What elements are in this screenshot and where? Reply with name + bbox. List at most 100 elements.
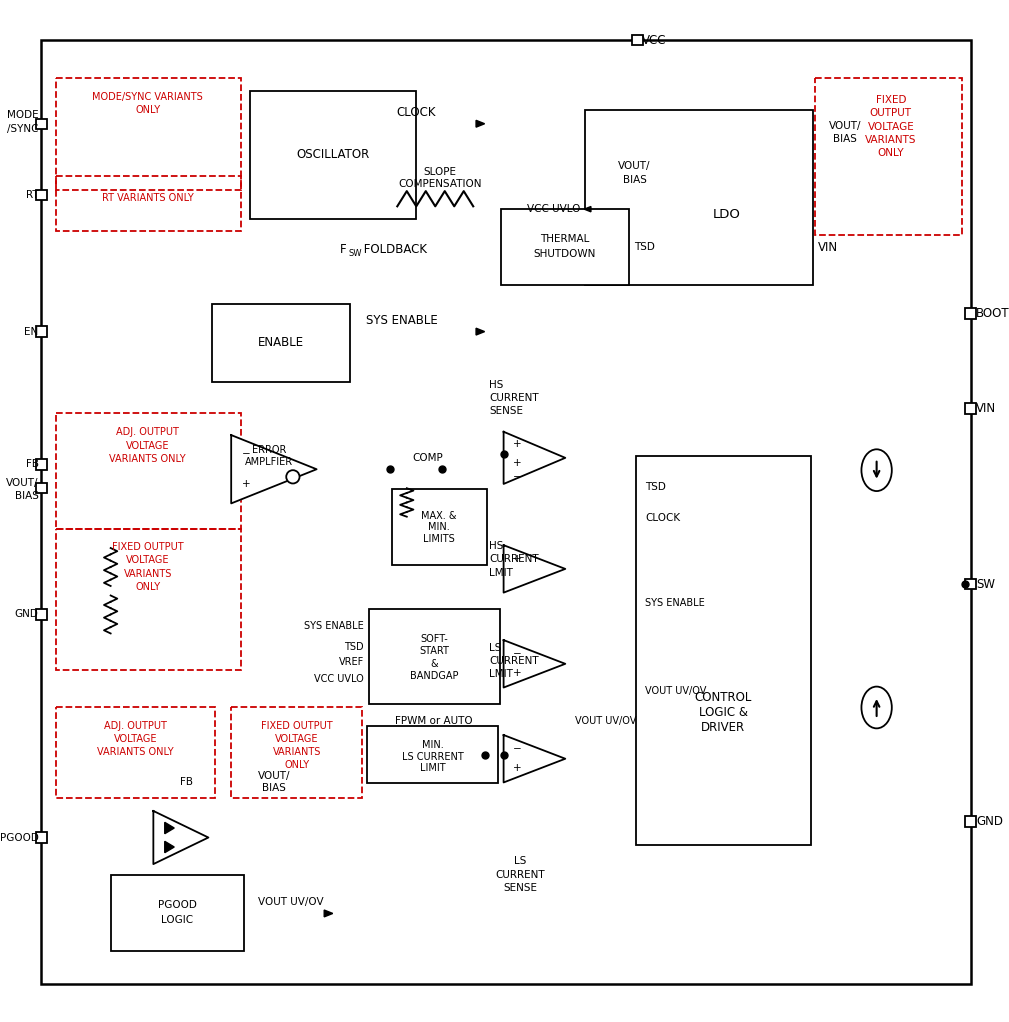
Text: BIAS: BIAS xyxy=(262,783,286,793)
Text: +: + xyxy=(513,668,522,679)
Text: VOUT/: VOUT/ xyxy=(619,161,651,172)
Bar xyxy=(367,727,497,784)
Bar xyxy=(250,91,417,219)
Polygon shape xyxy=(584,206,591,212)
Ellipse shape xyxy=(862,450,892,491)
Text: CURRENT: CURRENT xyxy=(489,393,539,403)
Text: VARIANTS: VARIANTS xyxy=(123,568,172,578)
Text: VOLTAGE: VOLTAGE xyxy=(868,122,914,132)
Text: LS: LS xyxy=(489,643,501,653)
Text: +: + xyxy=(513,438,522,449)
Text: +: + xyxy=(513,554,522,564)
Text: /SYNC: /SYNC xyxy=(7,125,38,135)
Text: VOUT/: VOUT/ xyxy=(829,121,862,131)
Text: MAX. &: MAX. & xyxy=(422,511,457,521)
Text: FOLDBACK: FOLDBACK xyxy=(360,242,427,256)
Polygon shape xyxy=(164,823,175,834)
Text: PGOOD: PGOOD xyxy=(157,900,197,910)
Text: MIN.: MIN. xyxy=(422,741,443,750)
Polygon shape xyxy=(503,431,565,484)
Text: TSD: TSD xyxy=(344,642,364,652)
Bar xyxy=(966,309,976,319)
Text: VOUT UV/OV: VOUT UV/OV xyxy=(575,715,637,726)
Text: VOLTAGE: VOLTAGE xyxy=(114,734,157,744)
Text: VOUT UV/OV: VOUT UV/OV xyxy=(258,897,324,908)
Bar xyxy=(966,404,976,414)
Bar xyxy=(55,176,241,231)
Text: VCC: VCC xyxy=(642,34,667,47)
Bar xyxy=(55,413,241,529)
Text: VARIANTS ONLY: VARIANTS ONLY xyxy=(97,747,174,757)
Text: CURRENT: CURRENT xyxy=(489,554,539,564)
Text: AMPLFIER: AMPLFIER xyxy=(245,457,294,467)
Bar xyxy=(36,119,46,129)
Text: SENSE: SENSE xyxy=(503,883,538,893)
Text: ERROR: ERROR xyxy=(252,446,287,455)
Text: OSCILLATOR: OSCILLATOR xyxy=(297,148,370,161)
Text: SW: SW xyxy=(977,577,995,591)
Text: LMIT: LMIT xyxy=(489,669,514,680)
Text: ONLY: ONLY xyxy=(135,105,160,115)
Bar xyxy=(36,483,46,494)
Bar xyxy=(966,817,976,827)
Bar xyxy=(391,490,486,565)
Text: LDO: LDO xyxy=(712,208,741,222)
Text: −: − xyxy=(242,449,251,459)
Text: MIN.: MIN. xyxy=(428,522,450,532)
Text: ENABLE: ENABLE xyxy=(258,336,304,350)
Text: DRIVER: DRIVER xyxy=(701,722,746,734)
Text: LMIT: LMIT xyxy=(489,567,514,577)
Text: LIMIT: LIMIT xyxy=(420,763,445,774)
Text: RT VARIANTS ONLY: RT VARIANTS ONLY xyxy=(102,193,194,202)
Text: VCC UVLO: VCC UVLO xyxy=(527,204,580,215)
Text: FIXED OUTPUT: FIXED OUTPUT xyxy=(261,721,333,731)
Text: VARIANTS ONLY: VARIANTS ONLY xyxy=(109,454,186,464)
Text: VOUT/: VOUT/ xyxy=(257,771,291,781)
Text: BANDGAP: BANDGAP xyxy=(410,671,458,681)
Bar xyxy=(212,305,350,382)
Circle shape xyxy=(287,470,300,483)
Text: CLOCK: CLOCK xyxy=(397,106,436,119)
Text: CURRENT: CURRENT xyxy=(489,656,539,666)
Text: SHUTDOWN: SHUTDOWN xyxy=(534,248,596,259)
Bar xyxy=(815,78,962,235)
Polygon shape xyxy=(231,435,317,504)
Bar xyxy=(55,529,241,669)
Bar xyxy=(36,609,46,619)
Ellipse shape xyxy=(862,687,892,729)
Text: TSD: TSD xyxy=(634,242,655,252)
Bar xyxy=(966,578,976,590)
Text: VARIANTS: VARIANTS xyxy=(272,747,321,757)
Text: START: START xyxy=(420,647,449,656)
Text: ADJ. OUTPUT: ADJ. OUTPUT xyxy=(104,721,166,731)
Bar xyxy=(55,707,215,797)
Text: VCC UVLO: VCC UVLO xyxy=(315,673,364,684)
Text: +: + xyxy=(513,763,522,774)
Bar xyxy=(369,609,499,704)
Text: BIAS: BIAS xyxy=(14,491,38,501)
Polygon shape xyxy=(324,910,333,917)
Text: ONLY: ONLY xyxy=(878,148,904,158)
Bar xyxy=(36,326,46,337)
Text: GND: GND xyxy=(14,609,38,619)
Text: LOGIC &: LOGIC & xyxy=(699,706,748,718)
Text: −: − xyxy=(513,649,522,659)
Bar xyxy=(36,459,46,470)
Text: SYS ENABLE: SYS ENABLE xyxy=(366,314,438,327)
Text: CLOCK: CLOCK xyxy=(645,513,680,522)
Text: CONTROL: CONTROL xyxy=(694,691,752,704)
Bar xyxy=(636,456,811,845)
Text: VOUT UV/OV: VOUT UV/OV xyxy=(645,687,706,696)
Bar xyxy=(55,78,241,190)
Bar xyxy=(111,876,243,951)
Text: BIAS: BIAS xyxy=(623,175,647,185)
Bar xyxy=(585,109,813,285)
Bar xyxy=(36,190,46,200)
Text: LIMITS: LIMITS xyxy=(423,533,455,544)
Text: GND: GND xyxy=(977,815,1003,828)
Text: SOFT-: SOFT- xyxy=(421,634,448,644)
Text: LS CURRENT: LS CURRENT xyxy=(402,752,463,761)
Text: VIN: VIN xyxy=(977,402,997,415)
Text: MODE: MODE xyxy=(7,110,38,121)
Text: SLOPE: SLOPE xyxy=(424,168,456,177)
